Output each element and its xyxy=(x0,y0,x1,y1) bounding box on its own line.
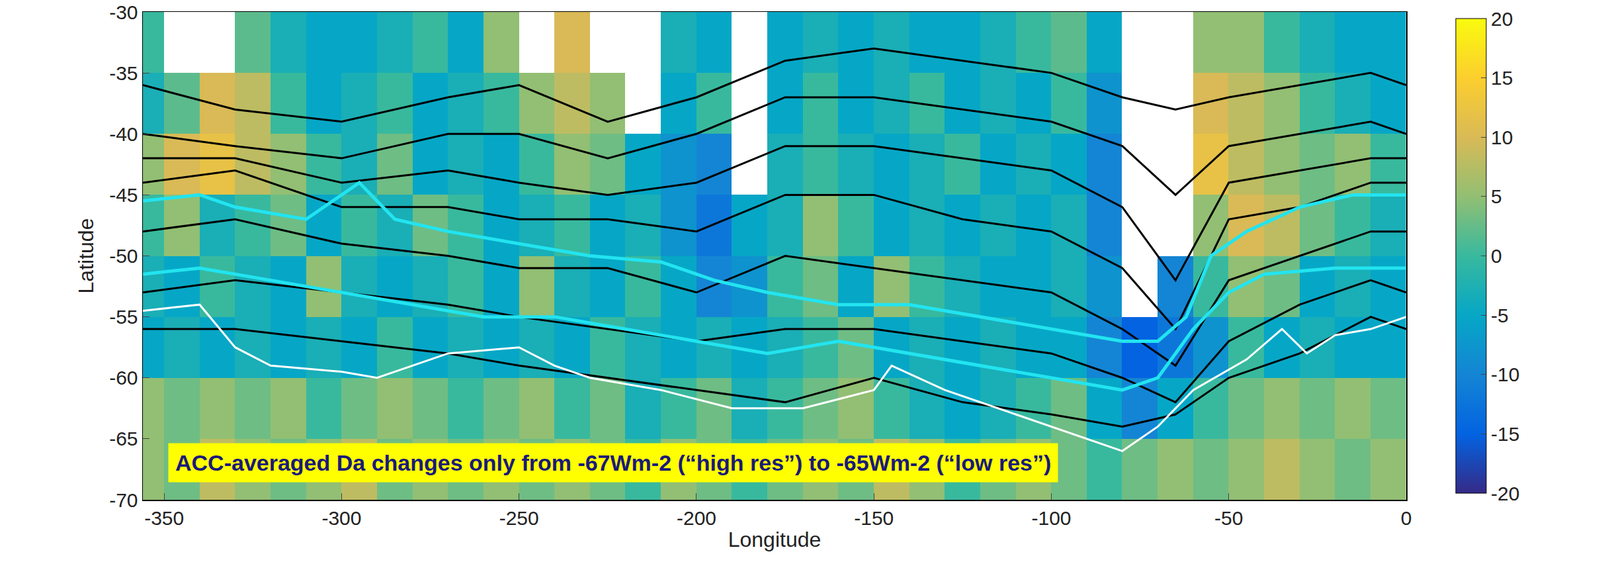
svg-text:-55: -55 xyxy=(109,305,138,328)
svg-text:-10: -10 xyxy=(1490,363,1520,385)
svg-text:-300: -300 xyxy=(321,506,362,529)
svg-text:-45: -45 xyxy=(109,183,138,206)
svg-text:-35: -35 xyxy=(109,62,138,85)
svg-text:-40: -40 xyxy=(109,123,138,145)
svg-text:-150: -150 xyxy=(853,506,894,529)
svg-text:-15: -15 xyxy=(1490,422,1520,445)
svg-text:0: 0 xyxy=(1400,506,1413,529)
svg-text:-30: -30 xyxy=(109,1,138,24)
svg-text:0: 0 xyxy=(1490,244,1503,267)
svg-text:Longitude: Longitude xyxy=(728,527,822,551)
svg-text:-350: -350 xyxy=(144,506,184,529)
svg-text:Latitude: Latitude xyxy=(74,218,98,294)
svg-text:-200: -200 xyxy=(676,506,717,529)
svg-text:-50: -50 xyxy=(1214,506,1243,529)
svg-text:15: 15 xyxy=(1490,66,1513,89)
svg-text:-250: -250 xyxy=(499,506,540,529)
svg-text:10: 10 xyxy=(1490,126,1513,149)
svg-text:ACC-averaged Da changes only f: ACC-averaged Da changes only from -67Wm-… xyxy=(175,449,1052,475)
svg-text:-70: -70 xyxy=(109,488,138,511)
svg-text:-65: -65 xyxy=(109,427,138,450)
svg-text:-60: -60 xyxy=(109,366,138,389)
svg-text:-20: -20 xyxy=(1490,482,1520,505)
svg-text:20: 20 xyxy=(1490,7,1513,30)
svg-text:5: 5 xyxy=(1490,185,1503,208)
svg-text:-100: -100 xyxy=(1031,506,1071,529)
svg-text:-5: -5 xyxy=(1490,304,1509,327)
svg-text:-50: -50 xyxy=(109,244,138,267)
